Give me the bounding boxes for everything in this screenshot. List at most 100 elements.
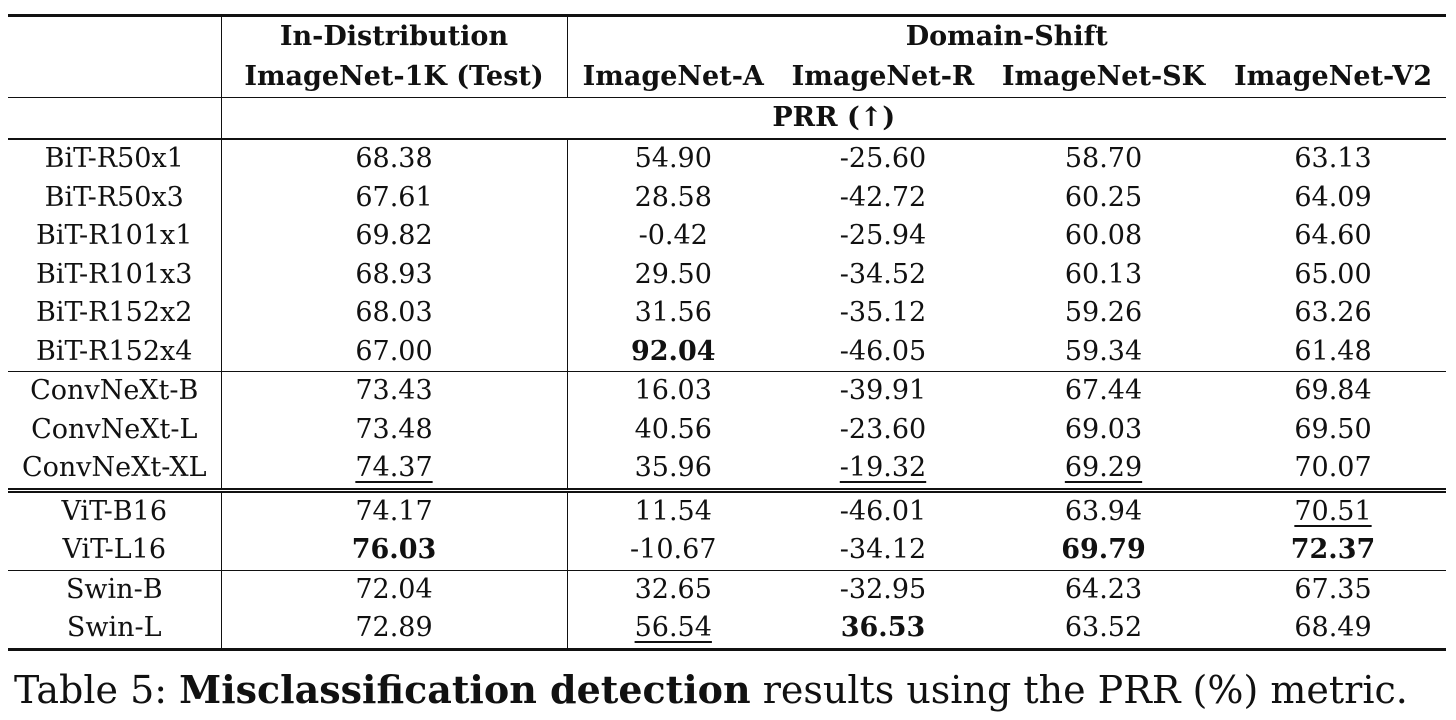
header-col-imagenet-a: ImageNet-A [567, 57, 779, 98]
results-table: In-Distribution Domain-Shift ImageNet-1K… [8, 14, 1446, 651]
cell-value: 60.13 [1064, 258, 1143, 290]
cell-value: 59.34 [1064, 335, 1143, 367]
cell-value: 59.26 [1064, 297, 1143, 329]
cell-value-best: 76.03 [221, 531, 568, 570]
underlined-value: 69.29 [1064, 452, 1143, 484]
header-col-imagenet-r: ImageNet-R [779, 57, 987, 98]
cell-value: -32.95 [779, 569, 987, 609]
cell-value: 69.03 [1064, 413, 1143, 445]
underlined-value: 74.37 [355, 452, 433, 484]
cell-value-best: 69.79 [1061, 534, 1146, 566]
model-name: ConvNeXt-XL [8, 449, 222, 490]
model-name: BiT-R152x4 [8, 332, 222, 372]
header-col-imagenet-1k: ImageNet-1K (Test) [221, 57, 568, 98]
cell-value: -23.60 [839, 413, 927, 445]
cell-value: -39.91 [779, 371, 987, 411]
cell-value: 67.00 [221, 332, 568, 372]
cell-value: 70.07 [1294, 452, 1372, 484]
cell-value: 73.48 [221, 410, 568, 449]
cell-value: 60.25 [1064, 181, 1143, 213]
cell-value: -25.94 [839, 220, 927, 252]
cell-value: 64.23 [987, 569, 1220, 609]
cell-value: 32.65 [567, 569, 779, 609]
table-row: ConvNeXt-B 73.43 16.03 -39.91 67.44 69.8… [8, 371, 1446, 411]
table-row: BiT-R152x4 67.00 92.04 -46.05 59.34 61.4… [8, 332, 1446, 372]
table-row: ViT-L16 76.03 -10.67 -34.12 69.79 72.37 [8, 531, 1446, 570]
model-name: ViT-L16 [8, 531, 222, 570]
model-name: BiT-R152x2 [8, 294, 222, 333]
header-domain-shift: Domain-Shift [567, 14, 1446, 57]
cell-value: 35.96 [634, 452, 712, 484]
cell-value: 63.52 [987, 609, 1220, 651]
cell-value: 61.48 [1294, 335, 1372, 367]
cell-value-best: 36.53 [779, 609, 987, 651]
cell-value: 54.90 [567, 138, 779, 179]
table-row: BiT-R50x1 68.38 54.90 -25.60 58.70 63.13 [8, 138, 1446, 179]
cell-value: 73.43 [221, 371, 568, 411]
table-row: BiT-R101x3 68.93 29.50 -34.52 60.13 65.0… [8, 255, 1446, 294]
cell-value: -46.01 [779, 487, 987, 531]
cell-value: 67.44 [987, 371, 1220, 411]
cell-value: 64.09 [1294, 181, 1372, 213]
cell-value: 28.58 [634, 181, 712, 213]
header-corner [8, 14, 222, 57]
cell-value: 65.00 [1294, 258, 1372, 290]
cell-value: 69.84 [1220, 371, 1446, 411]
header-row-groups: In-Distribution Domain-Shift [8, 14, 1446, 57]
table-row: Swin-L 72.89 56.54 36.53 63.52 68.49 [8, 609, 1446, 651]
underlined-value: -19.32 [839, 452, 927, 484]
model-name: BiT-R101x3 [8, 255, 222, 294]
model-name: Swin-B [8, 569, 222, 609]
cell-value: 72.89 [221, 609, 568, 651]
model-name: ViT-B16 [8, 487, 222, 531]
underlined-value: 56.54 [634, 612, 712, 644]
cell-value: 40.56 [634, 413, 712, 445]
cell-value: -34.12 [839, 534, 927, 566]
cell-value-second: 56.54 [567, 609, 779, 651]
caption-prefix: Table 5: [14, 668, 180, 712]
table-row: ConvNeXt-XL 74.37 35.96 -19.32 69.29 70.… [8, 449, 1446, 490]
cell-value: 31.56 [634, 297, 712, 329]
cell-value: -10.67 [630, 534, 717, 566]
cell-value: 29.50 [634, 258, 712, 290]
header-corner-3 [8, 97, 222, 139]
underlined-value: 70.51 [1294, 495, 1372, 527]
cell-value: 60.08 [1064, 220, 1143, 252]
cell-value: 68.03 [221, 294, 568, 333]
cell-value: 63.13 [1220, 138, 1446, 179]
cell-value: 67.35 [1220, 569, 1446, 609]
caption-suffix: results using the PRR (%) metric. [750, 668, 1408, 712]
cell-value: 16.03 [567, 371, 779, 411]
cell-value: 64.60 [1294, 220, 1372, 252]
cell-value: 68.38 [221, 138, 568, 179]
cell-value-best: 92.04 [630, 335, 716, 367]
cell-value: 69.82 [221, 217, 568, 256]
cell-value: 11.54 [567, 487, 779, 531]
cell-value: 63.94 [987, 487, 1220, 531]
table-row: BiT-R50x3 67.61 28.58 -42.72 60.25 64.09 [8, 178, 1446, 217]
table-row: BiT-R152x2 68.03 31.56 -35.12 59.26 63.2… [8, 294, 1446, 333]
header-row-datasets: ImageNet-1K (Test) ImageNet-A ImageNet-R… [8, 57, 1446, 98]
cell-value: 58.70 [987, 138, 1220, 179]
table-row: BiT-R101x1 69.82 -0.42 -25.94 60.08 64.6… [8, 217, 1446, 256]
model-name: BiT-R50x1 [8, 138, 222, 179]
model-name: BiT-R101x1 [8, 217, 222, 256]
cell-value: -35.12 [839, 297, 927, 329]
cell-value: -46.05 [839, 335, 927, 367]
cell-value: 68.49 [1220, 609, 1446, 651]
cell-value: 68.93 [221, 255, 568, 294]
cell-value-second: 69.29 [987, 449, 1220, 490]
header-col-imagenet-sk: ImageNet-SK [987, 57, 1220, 98]
cell-value: 74.17 [221, 487, 568, 531]
model-name: ConvNeXt-B [8, 371, 222, 411]
header-col-imagenet-v2: ImageNet-V2 [1220, 57, 1446, 98]
cell-value: -25.60 [779, 138, 987, 179]
cell-value: -34.52 [839, 258, 927, 290]
header-row-metric: PRR (↑) [8, 97, 1446, 139]
cell-value: 69.50 [1294, 413, 1372, 445]
header-in-distribution: In-Distribution [221, 14, 568, 57]
model-name: BiT-R50x3 [8, 178, 222, 217]
header-corner-2 [8, 57, 222, 98]
header-metric: PRR (↑) [772, 102, 896, 133]
